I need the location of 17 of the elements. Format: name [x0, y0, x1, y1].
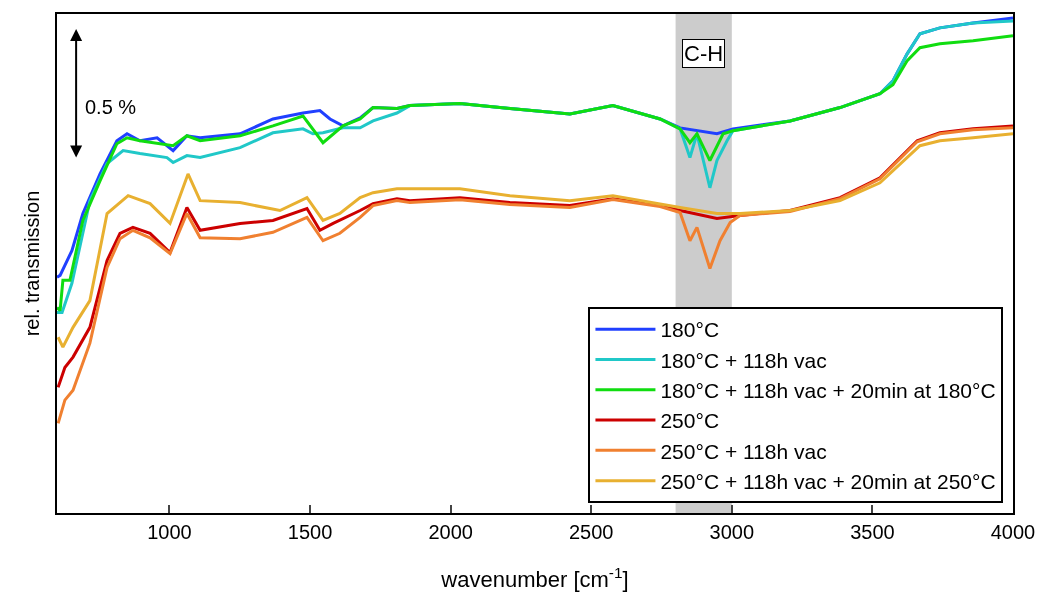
y-axis-title: rel. transmission: [21, 190, 43, 337]
x-tick-label: 1000: [147, 521, 192, 543]
annotation: 0.5 %: [85, 96, 137, 118]
x-tick-label: 3500: [850, 521, 895, 543]
legend-label: 180°C: [660, 318, 720, 342]
x-tick-label: 4000: [990, 521, 1036, 543]
legend-label: 250°C + 118h vac: [660, 439, 827, 463]
x-tick-label: 3000: [709, 521, 755, 543]
legend-label: 180°C + 118h vac + 20min at 180°C: [660, 378, 996, 402]
legend-label: 180°C + 118h vac: [660, 348, 827, 372]
x-tick-label: 2500: [568, 521, 614, 543]
band-label: C-H: [684, 41, 724, 66]
x-tick-label: 2000: [428, 521, 473, 543]
legend-label: 250°C: [660, 409, 720, 433]
x-axis-title: wavenumber [cm$^{-1}$]: [440, 564, 629, 593]
legend-label: 250°C + 118h vac + 20min at 250°C: [660, 469, 996, 493]
x-tick-label: 1500: [287, 521, 333, 543]
